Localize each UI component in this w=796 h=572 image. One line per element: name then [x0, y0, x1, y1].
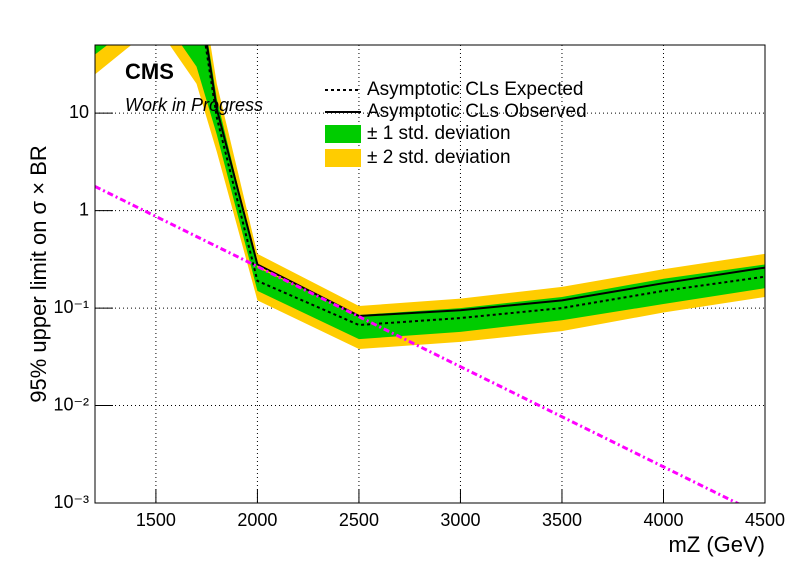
x-tick-label: 4500 [745, 510, 785, 530]
status-label: Work in Progress [125, 95, 263, 115]
y-tick-label: 10 [69, 102, 89, 122]
cms-label: CMS [125, 59, 174, 84]
line [95, 185, 741, 503]
line [204, 45, 765, 327]
legend-label: Asymptotic CLs Expected [367, 79, 583, 100]
legend-label: ± 2 std. deviation [367, 147, 511, 168]
x-tick-label: 3000 [440, 510, 480, 530]
x-axis-label: mZ (GeV) [668, 532, 765, 557]
legend-label: Asymptotic CLs Observed [367, 101, 587, 122]
legend-label: ± 1 std. deviation [367, 123, 511, 144]
legend-swatch [325, 125, 361, 143]
x-tick-label: 1500 [136, 510, 176, 530]
legend-swatch [325, 149, 361, 167]
x-tick-label: 2500 [339, 510, 379, 530]
y-tick-label: 1 [79, 199, 89, 219]
x-tick-label: 2000 [237, 510, 277, 530]
y-tick-label: 10⁻² [53, 394, 89, 414]
x-tick-label: 4000 [643, 510, 683, 530]
frame [94, 44, 766, 504]
line [205, 45, 765, 317]
y-tick-label: 10⁻¹ [53, 297, 89, 317]
plot-area [95, 45, 765, 503]
y-tick-label: 10⁻³ [53, 492, 89, 512]
y-axis-label: 95% upper limit on σ × BR [26, 145, 51, 403]
axes: 1500 2000 2500 3000 3500 4000 4500 10⁻³ 10⁻² 10⁻¹… [53, 102, 785, 530]
x-tick-label: 3500 [542, 510, 582, 530]
